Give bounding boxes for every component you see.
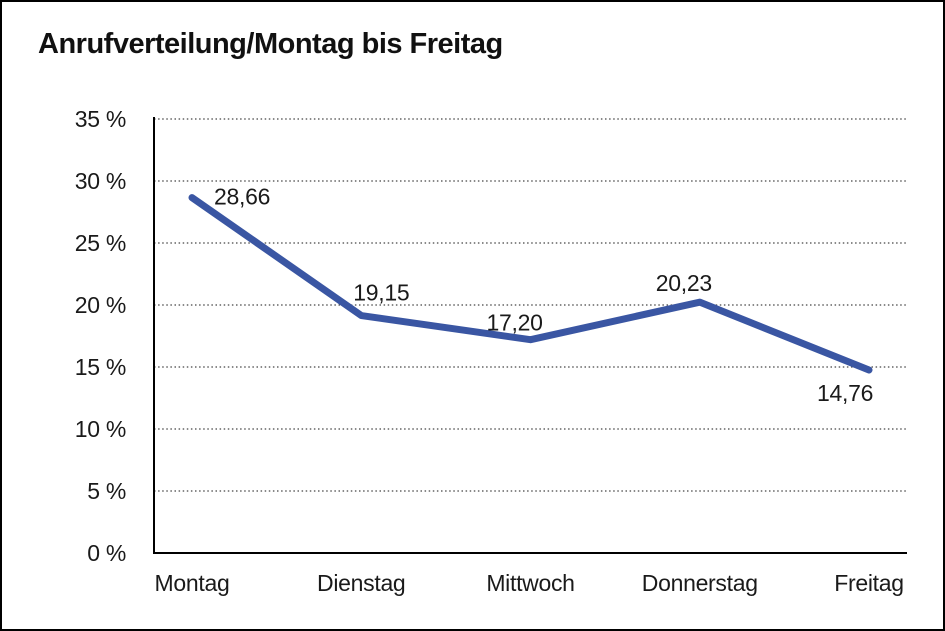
x-axis-category-label: Freitag <box>834 570 903 596</box>
x-axis-category-label: Mittwoch <box>486 570 574 596</box>
data-point-label: 14,76 <box>817 380 873 406</box>
series-line <box>188 194 873 374</box>
y-axis-tick-label: 10 % <box>75 416 126 442</box>
x-axis-category-label: Donnerstag <box>642 570 758 596</box>
y-axis-tick-label: 30 % <box>75 168 126 194</box>
data-point-label: 19,15 <box>353 280 409 306</box>
x-axis-category-label: Dienstag <box>317 570 405 596</box>
y-axis-tick-label: 5 % <box>87 478 126 504</box>
y-axis-tick-label: 20 % <box>75 292 126 318</box>
chart-title: Anrufverteilung/Montag bis Freitag <box>38 28 503 60</box>
y-axis-tick-label: 35 % <box>75 106 126 132</box>
data-point-label: 17,20 <box>487 310 543 336</box>
y-axis-tick-label: 15 % <box>75 354 126 380</box>
y-axis-tick-label: 25 % <box>75 230 126 256</box>
data-point-label: 28,66 <box>214 184 270 210</box>
x-axis-category-label: Montag <box>155 570 230 596</box>
y-axis-tick-label: 0 % <box>87 540 126 566</box>
data-point-label: 20,23 <box>656 270 712 296</box>
